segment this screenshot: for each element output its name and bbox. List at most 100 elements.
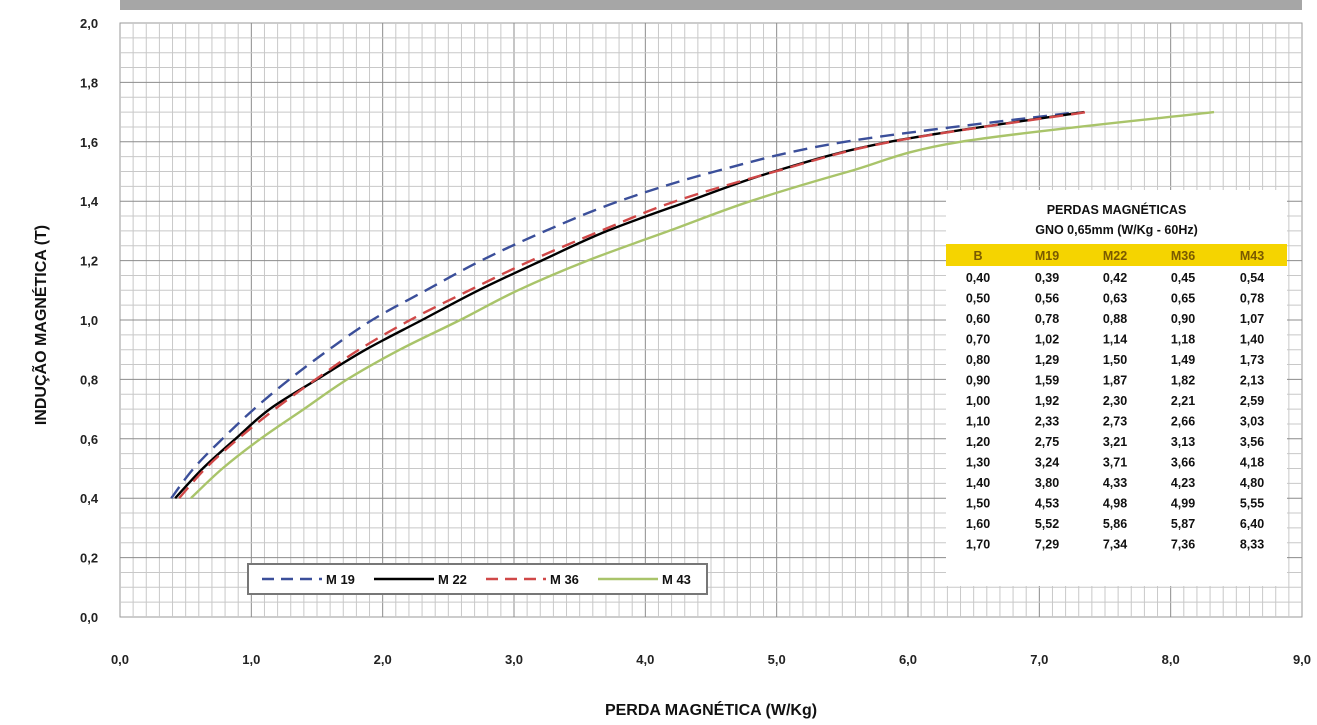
table-cell: 4,33 (1103, 476, 1127, 490)
table-cell: 2,66 (1171, 415, 1195, 429)
series-line-m19 (170, 110, 1078, 499)
legend-label: M 19 (326, 572, 355, 587)
y-tick-label: 0,8 (80, 372, 98, 387)
table-cell: 4,98 (1103, 497, 1127, 511)
table-cell: 0,42 (1103, 271, 1127, 285)
chart-legend: M 19 M 22 M 36 M 43 (247, 563, 708, 595)
table-subtitle: GNO 0,65mm (W/Kg - 60Hz) (1035, 223, 1198, 237)
x-tick-label: 1,0 (242, 652, 260, 667)
table-cell: 1,40 (1240, 333, 1264, 347)
table-cell: 4,80 (1240, 476, 1264, 490)
table-cell: 3,66 (1171, 456, 1195, 470)
table-cell: 2,13 (1240, 374, 1264, 388)
table-cell: 1,50 (1103, 353, 1127, 367)
table-header-cell: B (973, 249, 982, 263)
table-header-row (946, 244, 1287, 266)
table-cell: 0,40 (966, 271, 990, 285)
table-cell: 2,21 (1171, 394, 1195, 408)
x-tick-label: 9,0 (1293, 652, 1311, 667)
table-title: PERDAS MAGNÉTICAS (1047, 202, 1187, 217)
table-header-cell: M22 (1103, 249, 1127, 263)
table-header-cell: M19 (1035, 249, 1059, 263)
legend-label: M 36 (550, 572, 579, 587)
y-tick-label: 0,4 (80, 491, 99, 506)
y-tick-label: 1,8 (80, 75, 98, 90)
table-cell: 1,70 (966, 538, 990, 552)
table-cell: 4,99 (1171, 497, 1195, 511)
table-cell: 1,49 (1171, 353, 1195, 367)
table-cell: 0,50 (966, 292, 990, 306)
x-tick-label: 6,0 (899, 652, 917, 667)
table-cell: 1,07 (1240, 312, 1264, 326)
table-cell: 4,18 (1240, 456, 1264, 470)
x-tick-label: 4,0 (636, 652, 654, 667)
table-cell: 2,73 (1103, 415, 1127, 429)
table-cell: 8,33 (1240, 538, 1264, 552)
series-line-m36 (178, 110, 1087, 499)
table-cell: 0,65 (1171, 292, 1195, 306)
table-cell: 3,24 (1035, 456, 1059, 470)
table-cell: 1,50 (966, 497, 990, 511)
table-cell: 7,36 (1171, 538, 1195, 552)
series-line-m43 (190, 110, 1215, 500)
table-cell: 3,03 (1240, 415, 1264, 429)
table-cell: 0,70 (966, 333, 990, 347)
table-cell: 1,59 (1035, 374, 1059, 388)
table-header-cell: M36 (1171, 249, 1195, 263)
table-cell: 1,82 (1171, 374, 1195, 388)
y-tick-label: 1,0 (80, 313, 98, 328)
y-tick-label: 1,6 (80, 135, 98, 150)
axis-ticks: 0,0 1,0 2,0 3,0 4,0 5,0 6,0 7,0 8,0 9,00,00,20,40… (80, 16, 1311, 667)
table-cell: 1,29 (1035, 353, 1059, 367)
table-cell: 3,21 (1103, 435, 1127, 449)
title-bar (120, 0, 1302, 10)
table-cell: 5,87 (1171, 517, 1195, 531)
table-cell: 0,78 (1035, 312, 1059, 326)
x-tick-label: 5,0 (768, 652, 786, 667)
x-tick-label: 3,0 (505, 652, 523, 667)
y-axis-title: INDUÇÃO MAGNÉTICA (T) (30, 225, 50, 425)
table-cell: 1,60 (966, 517, 990, 531)
table-cell: 1,92 (1035, 394, 1059, 408)
x-axis-title: PERDA MAGNÉTICA (W/Kg) (605, 700, 817, 719)
table-cell: 1,40 (966, 476, 990, 490)
y-tick-label: 0,6 (80, 432, 98, 447)
table-cell: 1,00 (966, 394, 990, 408)
table-cell: 1,87 (1103, 374, 1127, 388)
table-cell: 2,75 (1035, 435, 1059, 449)
table-cell: 0,45 (1171, 271, 1195, 285)
table-cell: 4,53 (1035, 497, 1059, 511)
x-tick-label: 8,0 (1162, 652, 1180, 667)
y-tick-label: 1,2 (80, 254, 98, 269)
table-cell: 1,18 (1171, 333, 1195, 347)
y-tick-label: 2,0 (80, 16, 98, 31)
table-cell: 1,73 (1240, 353, 1264, 367)
table-cell: 6,40 (1240, 517, 1264, 531)
legend-label: M 43 (662, 572, 691, 587)
table-cell: 3,56 (1240, 435, 1264, 449)
chart-series (170, 110, 1215, 500)
table-cell: 0,54 (1240, 271, 1264, 285)
table-cell: 1,14 (1103, 333, 1127, 347)
table-cell: 5,55 (1240, 497, 1264, 511)
table-cell: 0,90 (966, 374, 990, 388)
table-cell: 3,13 (1171, 435, 1195, 449)
table-cell: 4,23 (1171, 476, 1195, 490)
table-cell: 7,34 (1103, 538, 1127, 552)
table-cell: 2,30 (1103, 394, 1127, 408)
table-cell: 1,30 (966, 456, 990, 470)
table-cell: 7,29 (1035, 538, 1059, 552)
x-tick-label: 0,0 (111, 652, 129, 667)
table-cell: 5,52 (1035, 517, 1059, 531)
table-cell: 0,90 (1171, 312, 1195, 326)
table-cell: 1,02 (1035, 333, 1059, 347)
table-cell: 1,20 (966, 435, 990, 449)
table-cell: 0,78 (1240, 292, 1264, 306)
table-cell: 0,56 (1035, 292, 1059, 306)
loss-table: PERDAS MAGNÉTICAS GNO 0,65mm (W/Kg - 60Hz… (946, 190, 1287, 586)
y-tick-label: 0,0 (80, 610, 98, 625)
x-tick-label: 2,0 (374, 652, 392, 667)
y-tick-label: 0,2 (80, 551, 98, 566)
table-cell: 2,33 (1035, 415, 1059, 429)
table-header-cell: M43 (1240, 249, 1264, 263)
